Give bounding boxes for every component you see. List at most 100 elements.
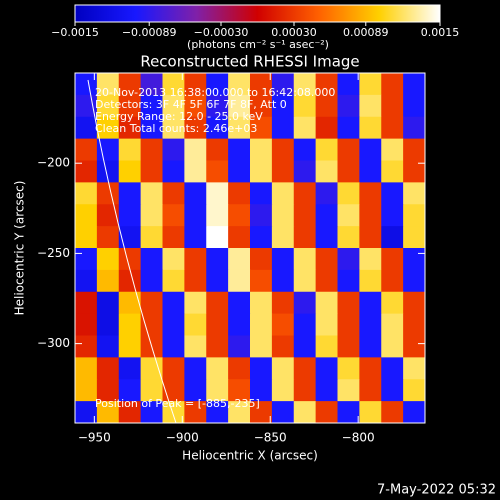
heatmap-cell <box>75 116 98 140</box>
heatmap-cell <box>140 116 163 140</box>
x-tick-label: −950 <box>78 431 111 445</box>
heatmap-cell <box>118 335 142 358</box>
heatmap-cell <box>315 73 338 96</box>
heatmap-cell <box>315 357 338 380</box>
heatmap-cell <box>206 291 229 315</box>
heatmap-cell <box>250 226 273 249</box>
heatmap-cell <box>228 248 251 271</box>
heatmap-cell <box>162 313 185 336</box>
heatmap-cell <box>359 269 382 293</box>
heatmap-cell <box>359 379 382 402</box>
heatmap-cell <box>271 204 295 227</box>
heatmap-cell <box>271 291 295 315</box>
heatmap-cell <box>271 379 295 402</box>
heatmap-cell <box>96 379 120 402</box>
heatmap-cell <box>271 335 295 358</box>
heatmap-cell <box>403 335 426 358</box>
heatmap-cell <box>162 73 185 96</box>
x-axis-label: Heliocentric X (arcsec) <box>182 449 318 463</box>
heatmap-cell <box>118 94 142 118</box>
heatmap-cell <box>359 226 382 249</box>
heatmap-cell <box>140 401 163 424</box>
heatmap-cell <box>140 94 163 118</box>
heatmap-cell <box>337 160 360 183</box>
heatmap-cell <box>271 73 295 96</box>
heatmap-cell <box>337 204 360 227</box>
heatmap-cell <box>184 291 207 315</box>
heatmap-cell <box>381 291 404 315</box>
heatmap-cell <box>271 160 295 183</box>
heatmap-cell <box>315 269 338 293</box>
heatmap-cell <box>315 379 338 402</box>
heatmap-cell <box>228 226 251 249</box>
heatmap-cell <box>359 357 382 380</box>
heatmap-cell <box>228 335 251 358</box>
heatmap-cell <box>337 357 360 380</box>
heatmap-cell <box>96 204 120 227</box>
heatmap-cell <box>337 226 360 249</box>
heatmap-cell <box>206 182 229 205</box>
heatmap-cell <box>359 335 382 358</box>
heatmap-cell <box>315 160 338 183</box>
heatmap-cell <box>359 94 382 118</box>
heatmap-cell <box>184 335 207 358</box>
heatmap-cell <box>337 138 360 161</box>
heatmap-cell <box>206 313 229 336</box>
heatmap-cell <box>250 73 273 96</box>
heatmap-cell <box>381 401 404 424</box>
heatmap-cell <box>315 116 338 140</box>
heatmap-cell <box>293 248 317 271</box>
heatmap-cell <box>140 73 163 96</box>
heatmap-cell <box>271 94 295 118</box>
heatmap-cell <box>315 226 338 249</box>
heatmap-cell <box>206 226 229 249</box>
heatmap-cell <box>359 401 382 424</box>
heatmap-cell <box>337 116 360 140</box>
heatmap-cell <box>271 138 295 161</box>
heatmap-cell <box>293 116 317 140</box>
heatmap-cell <box>250 335 273 358</box>
y-axis-label: Heliocentric Y (arcsec) <box>13 181 27 316</box>
heatmap-cell <box>403 160 426 183</box>
heatmap-cell <box>250 248 273 271</box>
heatmap-cell <box>315 204 338 227</box>
heatmap-cell <box>75 335 98 358</box>
heatmap-cell <box>96 226 120 249</box>
heatmap-cell <box>184 379 207 402</box>
x-tick-label: −900 <box>166 431 199 445</box>
heatmap-cell <box>118 401 142 424</box>
heatmap-cell <box>228 379 251 402</box>
colorbar-tick-label: −0.00030 <box>194 26 249 39</box>
annotation: Energy Range: 12.0 - 25.0 keV <box>95 110 263 123</box>
heatmap-cell <box>359 160 382 183</box>
heatmap-cell <box>118 357 142 380</box>
heatmap-cell <box>250 204 273 227</box>
heatmap-cell <box>206 160 229 183</box>
heatmap-cell <box>315 401 338 424</box>
heatmap-cell <box>206 401 229 424</box>
colorbar <box>74 4 441 23</box>
heatmap-cell <box>118 73 142 96</box>
heatmap-cell <box>162 269 185 293</box>
heatmap-cell <box>118 226 142 249</box>
heatmap-cell <box>75 291 98 315</box>
heatmap-cell <box>228 357 251 380</box>
heatmap-cell <box>184 401 207 424</box>
heatmap-cell <box>184 204 207 227</box>
heatmap-cell <box>315 248 338 271</box>
heatmap-cell <box>271 357 295 380</box>
heatmap-cell <box>184 269 207 293</box>
heatmap-cell <box>315 94 338 118</box>
heatmap-cell <box>118 160 142 183</box>
heatmap-cell <box>228 313 251 336</box>
heatmap-cell <box>184 138 207 161</box>
heatmap-cell <box>403 204 426 227</box>
heatmap-cell <box>381 94 404 118</box>
heatmap-cell <box>140 138 163 161</box>
heatmap-cell <box>75 182 98 205</box>
heatmap-cell <box>293 357 317 380</box>
y-tick-label: −200 <box>37 156 70 170</box>
heatmap-cell <box>96 401 120 424</box>
heatmap-cell <box>293 94 317 118</box>
heatmap-cell <box>118 116 142 140</box>
